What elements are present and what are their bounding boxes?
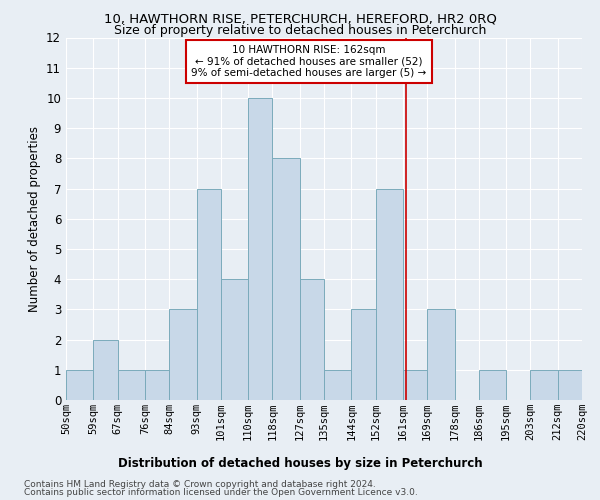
Bar — [145, 370, 169, 400]
Text: Distribution of detached houses by size in Peterchurch: Distribution of detached houses by size … — [118, 458, 482, 470]
Bar — [197, 188, 221, 400]
Bar — [94, 340, 118, 400]
Bar — [248, 98, 272, 400]
Bar — [66, 370, 94, 400]
Y-axis label: Number of detached properties: Number of detached properties — [28, 126, 41, 312]
Bar — [376, 188, 403, 400]
Bar — [479, 370, 506, 400]
Bar — [403, 370, 427, 400]
Bar — [352, 310, 376, 400]
Bar — [300, 279, 324, 400]
Bar — [427, 310, 455, 400]
Bar — [324, 370, 352, 400]
Bar — [221, 279, 248, 400]
Text: Contains public sector information licensed under the Open Government Licence v3: Contains public sector information licen… — [24, 488, 418, 497]
Text: 10 HAWTHORN RISE: 162sqm
← 91% of detached houses are smaller (52)
9% of semi-de: 10 HAWTHORN RISE: 162sqm ← 91% of detach… — [191, 45, 427, 78]
Bar — [118, 370, 145, 400]
Text: 10, HAWTHORN RISE, PETERCHURCH, HEREFORD, HR2 0RQ: 10, HAWTHORN RISE, PETERCHURCH, HEREFORD… — [104, 12, 496, 26]
Bar — [169, 310, 197, 400]
Bar — [558, 370, 582, 400]
Bar — [530, 370, 558, 400]
Text: Size of property relative to detached houses in Peterchurch: Size of property relative to detached ho… — [114, 24, 486, 37]
Text: Contains HM Land Registry data © Crown copyright and database right 2024.: Contains HM Land Registry data © Crown c… — [24, 480, 376, 489]
Bar — [272, 158, 300, 400]
